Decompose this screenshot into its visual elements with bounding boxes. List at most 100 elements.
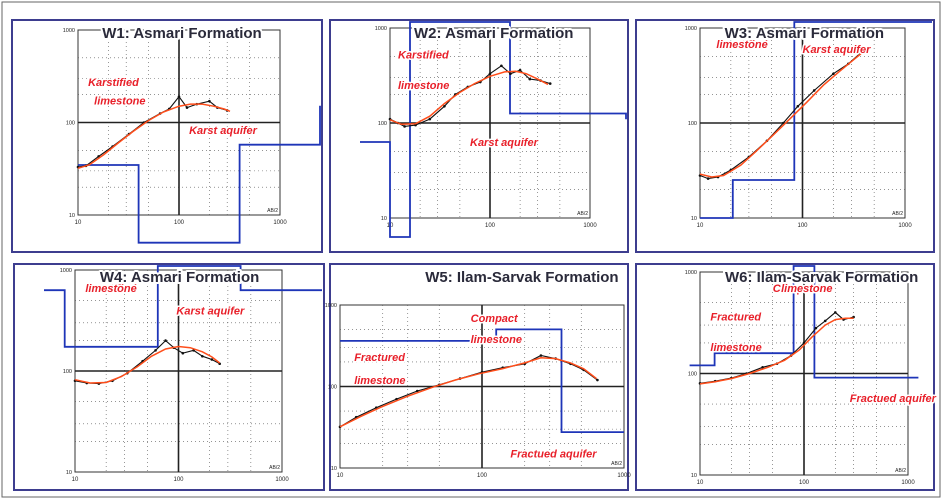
observed-point xyxy=(208,99,211,103)
observed-point xyxy=(201,354,204,358)
annotation-label: limestone xyxy=(354,375,405,387)
y-tick-label: 1000 xyxy=(63,28,75,34)
annotation-halo: limestone xyxy=(471,334,522,346)
x-unit-label: AB/2 xyxy=(267,208,278,214)
chart-title-halo: W2: Asmari Formation xyxy=(414,25,573,42)
y-tick-label: 100 xyxy=(688,372,697,378)
model-step-line xyxy=(340,328,624,434)
y-tick-label: 10 xyxy=(691,216,697,222)
annotation-halo: Karstified xyxy=(398,50,449,62)
annotation-halo: Karstified xyxy=(85,283,136,295)
fitted-curve xyxy=(77,103,231,170)
y-tick-label: 1000 xyxy=(685,26,697,32)
fitted-curve xyxy=(699,317,854,385)
observed-point xyxy=(706,177,710,180)
y-tick-label: 10 xyxy=(66,470,72,476)
observed-point xyxy=(596,378,599,382)
annotation-label: Karstified xyxy=(716,39,767,51)
model-step-line xyxy=(78,105,321,244)
annotation-halo: Compact xyxy=(471,313,519,325)
y-tick-label: 100 xyxy=(688,121,697,127)
observed-point xyxy=(428,117,432,121)
x-tick-label: 10 xyxy=(697,223,704,229)
chart-panel-5: 10 100 1000 10 100 1000 AB/2 W5: Ilam-Sarvak Fo… xyxy=(325,263,631,491)
chart-title: W2: Asmari Formation xyxy=(414,25,573,42)
observed-point xyxy=(796,104,800,108)
annotation-label: limestone xyxy=(85,283,136,295)
x-tick-label: 100 xyxy=(797,223,808,229)
y-tick-label: 10 xyxy=(69,213,75,219)
observed-point xyxy=(518,68,522,72)
annotation-halo: Karst aquifer xyxy=(189,125,258,137)
annotation-halo: Karst aquifer xyxy=(176,305,245,317)
y-tick-label: 100 xyxy=(378,121,387,127)
x-tick-label: 100 xyxy=(477,473,488,479)
annotation-halo: Karstified xyxy=(716,39,767,51)
observed-point xyxy=(185,106,189,109)
annotation-label: Karst aquifer xyxy=(176,305,245,317)
annotation-label: Karstified xyxy=(398,50,449,62)
annotation-halo: Karst aquifer xyxy=(803,44,872,56)
observed-point xyxy=(415,389,419,393)
annotation-halo: Karst aquifer xyxy=(470,137,539,149)
annotation-label: Fractued aquifer xyxy=(850,393,937,405)
x-tick-label: 10 xyxy=(697,480,704,486)
x-tick-label: 1000 xyxy=(583,223,597,229)
x-unit-label: AB/2 xyxy=(895,468,906,474)
x-tick-label: 1000 xyxy=(901,480,915,486)
annotation-halo: limestone xyxy=(85,283,136,295)
annotation-halo: limestone xyxy=(398,80,449,92)
annotation-label: Karstified xyxy=(88,77,139,89)
observed-point xyxy=(154,349,157,352)
y-tick-label: 100 xyxy=(63,369,72,375)
chart-panel-3: 10 100 1000 10 100 1000 AB/2 W3: Asmari Formati… xyxy=(635,19,935,253)
chart-panel-1: 10 100 1000 10 100 1000 AB/2 W1: Asmari Formati… xyxy=(11,19,323,253)
annotation-halo: limestone xyxy=(354,375,405,387)
chart-title-halo: W3: Asmari Formation xyxy=(725,25,884,42)
annotation-halo: limestone xyxy=(710,342,761,354)
observed-point xyxy=(488,72,492,76)
x-tick-label: 1000 xyxy=(617,473,631,479)
chart-panel-6: 10 100 1000 10 100 1000 AB/2 W6: Ilam-Sarvak Fo… xyxy=(635,263,938,491)
panel-frame xyxy=(635,19,935,253)
annotation-label: Compact xyxy=(773,283,821,295)
annotation-halo: Compact xyxy=(773,283,821,295)
observed-point xyxy=(832,72,835,76)
observed-point xyxy=(823,319,827,323)
chart-title: W4: Asmari Formation xyxy=(100,269,259,286)
annotation-label: Karst aquifer xyxy=(470,137,539,149)
panel-frame xyxy=(635,263,935,491)
chart-title: W1: Asmari Formation xyxy=(102,25,261,42)
observed-point xyxy=(834,311,837,314)
observed-point xyxy=(443,104,446,108)
observed-point xyxy=(403,125,406,128)
annotation-label: Karst aquifer xyxy=(803,44,872,56)
observed-point xyxy=(509,72,512,76)
annotation-label: Fractured xyxy=(354,352,405,364)
observed-point xyxy=(181,351,185,355)
x-tick-label: 10 xyxy=(75,220,82,226)
y-tick-label: 10 xyxy=(331,466,337,472)
annotation-label: Karst aquifer xyxy=(189,125,258,137)
annotation-halo: limestone xyxy=(716,39,767,51)
chart-title: W6: Ilam-Sarvak Formation xyxy=(725,269,918,286)
model-step-line xyxy=(700,21,932,219)
x-tick-label: 100 xyxy=(174,220,185,226)
panel-frame xyxy=(13,263,325,491)
observed-point xyxy=(812,89,816,92)
observed-point xyxy=(177,95,181,99)
y-tick-label: 1000 xyxy=(375,26,387,32)
annotation-label: Fractured xyxy=(710,312,761,324)
fitted-curve xyxy=(389,70,549,126)
observed-point xyxy=(539,354,543,357)
chart-title: W3: Asmari Formation xyxy=(725,25,884,42)
chart-title-halo: W4: Asmari Formation xyxy=(100,269,259,286)
x-tick-label: 1000 xyxy=(273,220,287,226)
observed-line xyxy=(699,51,863,180)
x-unit-label: AB/2 xyxy=(611,461,622,467)
annotation-label: Karstified xyxy=(85,283,136,295)
x-unit-label: AB/2 xyxy=(269,465,280,471)
observed-point xyxy=(548,82,552,85)
